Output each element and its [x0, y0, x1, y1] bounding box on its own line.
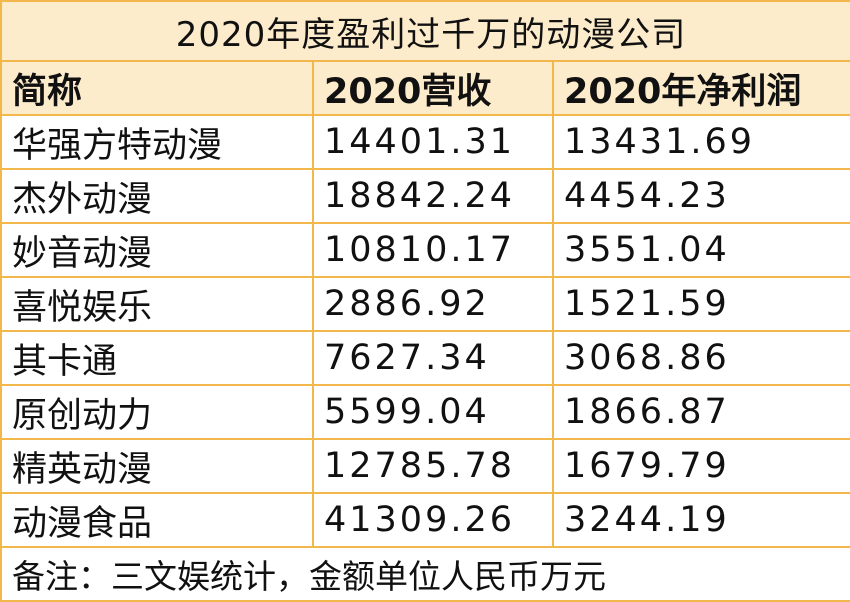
- table-note: 备注：三文娱统计，金额单位人民币万元: [0, 546, 850, 602]
- header-row: 简称 2020营收 2020年净利润: [0, 60, 850, 116]
- table-row: 杰外动漫 18842.24 4454.23: [0, 168, 850, 224]
- table-row: 原创动力 5599.04 1866.87: [0, 384, 850, 440]
- table-row: 华强方特动漫 14401.31 13431.69: [0, 114, 850, 170]
- cell-revenue: 7627.34: [312, 330, 554, 386]
- cell-name: 杰外动漫: [0, 168, 314, 224]
- cell-revenue: 5599.04: [312, 384, 554, 440]
- cell-net-profit: 1679.79: [551, 438, 850, 494]
- cell-name: 华强方特动漫: [0, 114, 314, 170]
- header-net-profit: 2020年净利润: [551, 60, 850, 116]
- title-row: 2020年度盈利过千万的动漫公司: [0, 0, 850, 62]
- table-row: 妙音动漫 10810.17 3551.04: [0, 222, 850, 278]
- cell-revenue: 10810.17: [312, 222, 554, 278]
- cell-net-profit: 13431.69: [551, 114, 850, 170]
- table-row: 动漫食品 41309.26 3244.19: [0, 492, 850, 548]
- cell-net-profit: 3244.19: [551, 492, 850, 548]
- table-title: 2020年度盈利过千万的动漫公司: [0, 0, 850, 62]
- cell-revenue: 12785.78: [312, 438, 554, 494]
- cell-name: 原创动力: [0, 384, 314, 440]
- cell-net-profit: 1521.59: [551, 276, 850, 332]
- cell-revenue: 18842.24: [312, 168, 554, 224]
- cell-revenue: 41309.26: [312, 492, 554, 548]
- note-row: 备注：三文娱统计，金额单位人民币万元: [0, 546, 850, 602]
- cell-net-profit: 3068.86: [551, 330, 850, 386]
- header-revenue: 2020营收: [312, 60, 554, 116]
- table-row: 喜悦娱乐 2886.92 1521.59: [0, 276, 850, 332]
- cell-name: 其卡通: [0, 330, 314, 386]
- cell-revenue: 14401.31: [312, 114, 554, 170]
- cell-name: 喜悦娱乐: [0, 276, 314, 332]
- table-row: 精英动漫 12785.78 1679.79: [0, 438, 850, 494]
- cell-name: 妙音动漫: [0, 222, 314, 278]
- header-name: 简称: [0, 60, 314, 116]
- cell-net-profit: 4454.23: [551, 168, 850, 224]
- table-row: 其卡通 7627.34 3068.86: [0, 330, 850, 386]
- cell-net-profit: 3551.04: [551, 222, 850, 278]
- cell-name: 动漫食品: [0, 492, 314, 548]
- cell-revenue: 2886.92: [312, 276, 554, 332]
- cell-net-profit: 1866.87: [551, 384, 850, 440]
- cell-name: 精英动漫: [0, 438, 314, 494]
